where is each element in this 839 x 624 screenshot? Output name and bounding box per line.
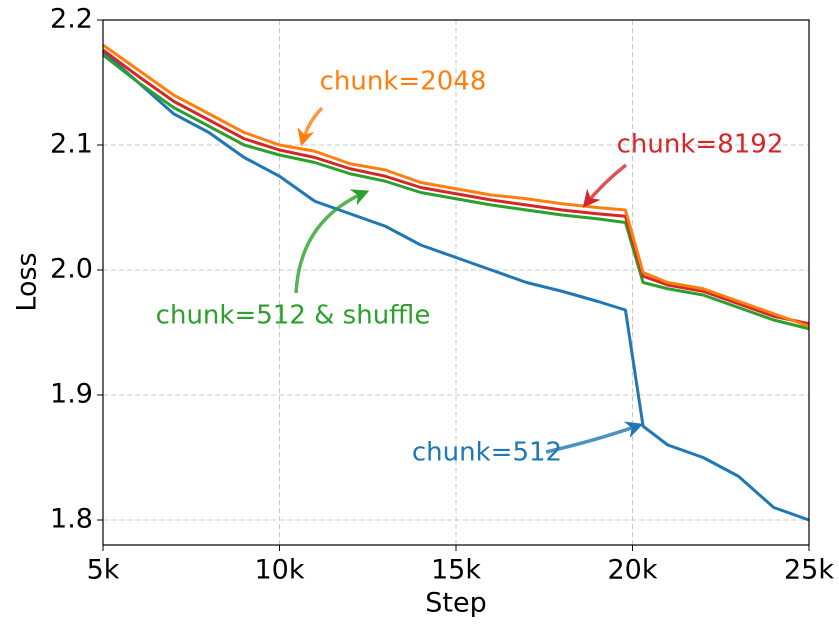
y-tick-label: 2.1 [50,129,93,160]
plot-frame [102,19,810,546]
line-series [102,43,810,328]
line-series [102,53,810,331]
y-tick-label: 1.8 [50,504,93,535]
y-tick-label: 2.0 [50,254,93,285]
y-axis-label: Loss [12,252,43,311]
x-tick-label: 20k [608,555,658,586]
x-tick-label: 15k [431,555,481,586]
annotation: chunk=512 [412,438,562,468]
annotation-arrow [294,189,370,294]
annotation: chunk=8192 [617,130,784,160]
annotation-arrow [297,106,324,147]
annotation: chunk=512 & shuffle [156,301,431,331]
annotation-arrow [545,421,644,454]
x-tick-label: 25k [784,555,834,586]
line-series [102,48,810,326]
x-tick-label: 5k [87,555,120,586]
annotation: chunk=2048 [320,67,487,97]
y-tick-label: 2.2 [50,4,93,35]
x-axis-label: Step [425,588,486,619]
annotation-arrow [582,163,628,208]
x-tick-label: 10k [255,555,305,586]
line-series [102,50,810,522]
y-tick-label: 1.9 [50,379,93,410]
